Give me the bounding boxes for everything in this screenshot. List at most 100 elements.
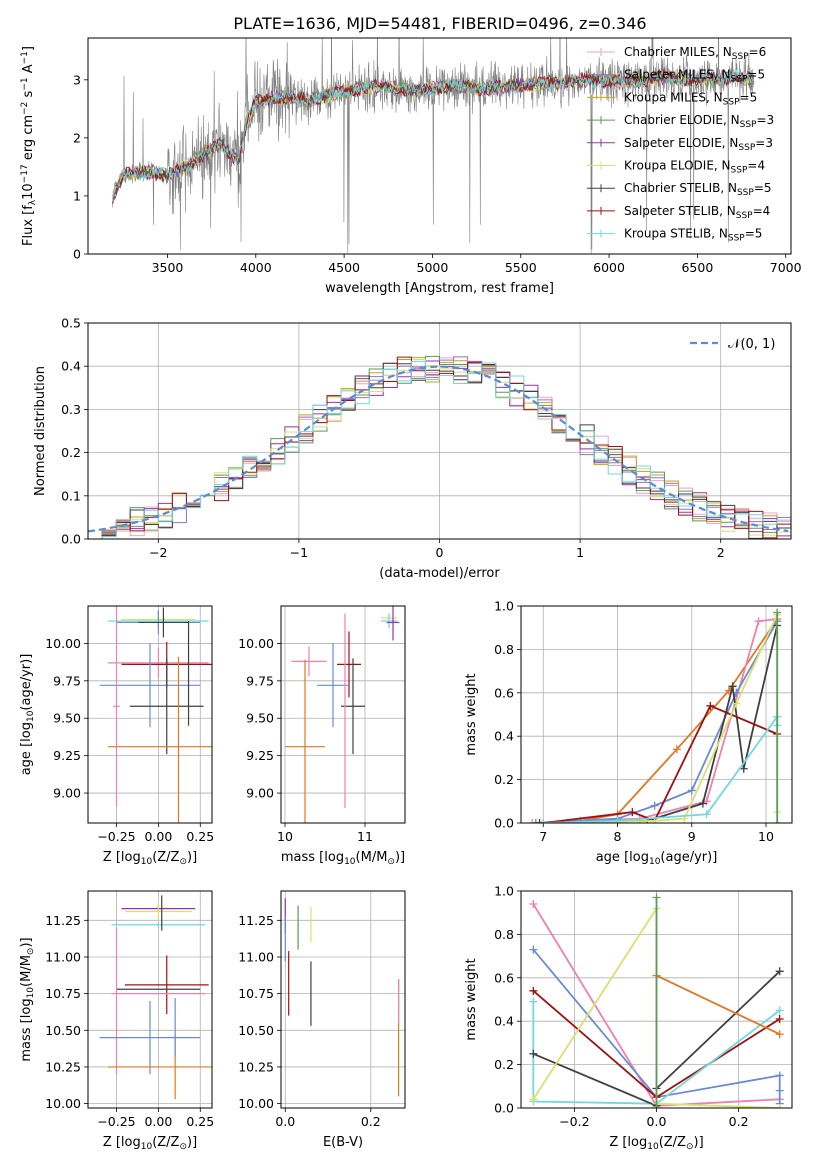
xtick-label: 11 xyxy=(357,829,373,844)
ytick-label: 11.00 xyxy=(45,949,81,964)
weight-series-line xyxy=(656,974,781,1036)
xtick-label: 1 xyxy=(576,545,584,560)
ytick-label: 2 xyxy=(73,130,81,145)
ytick-label: 10.50 xyxy=(238,1023,274,1038)
legend-entry: Chabrier ELODIE, NSSP​=3 xyxy=(624,113,774,130)
weight-series-line xyxy=(535,620,778,823)
weight-series-line xyxy=(543,713,779,823)
xtick-label: 8 xyxy=(614,829,622,844)
weight-point xyxy=(773,819,782,823)
weight-point xyxy=(672,745,681,754)
yaxis-label: Normed distribution xyxy=(33,366,48,496)
yaxis-label: mass [log10​(M/M⊙​)] xyxy=(19,937,36,1061)
ytick-label: 9.50 xyxy=(53,711,81,726)
weight-point xyxy=(775,1071,784,1080)
ytick-label: 0.2 xyxy=(494,772,514,787)
ytick-label: 9.25 xyxy=(53,748,81,763)
xtick-label: 4000 xyxy=(240,260,272,275)
yaxis-label: mass weight xyxy=(464,673,479,755)
xtick-label: −1 xyxy=(290,545,308,560)
weight-point xyxy=(775,1104,784,1108)
xtick-label: 5500 xyxy=(505,260,537,275)
weight-point xyxy=(529,945,538,954)
ytick-label: 0.4 xyxy=(494,1014,514,1029)
ytick-label: 1 xyxy=(73,188,81,203)
weight-point xyxy=(706,701,715,710)
ytick-label: 0.0 xyxy=(61,532,81,547)
yaxis-label: Flux [fλ​10−17​ erg cm−2​ s−1​ A−1​] xyxy=(20,46,38,246)
xtick-label: 6500 xyxy=(681,260,713,275)
weight-point xyxy=(754,617,763,626)
xaxis-label: age [log10​(age/yr)] xyxy=(596,850,718,867)
xaxis-label: Z [log10​(Z/Z⊙​)] xyxy=(103,850,197,867)
plot-area-mass-EBV xyxy=(284,898,400,1097)
ytick-label: 9.00 xyxy=(53,786,81,801)
yaxis-label: mass weight xyxy=(464,958,479,1040)
ytick-label: 1.0 xyxy=(494,884,514,899)
plot-area-weight-Z xyxy=(529,893,784,1108)
legend-entry: Salpeter STELIB, NSSP​=4 xyxy=(624,204,770,221)
plot-area-residuals xyxy=(88,355,791,539)
ytick-label: 9.75 xyxy=(53,673,81,688)
xtick-label: 2 xyxy=(717,545,725,560)
xaxis-label: E(B-V) xyxy=(323,1135,363,1150)
axes-age-Z: −0.25 0.00 0.25 9.00 9.25 9.50 9.75 10.00 Z [log… xyxy=(19,605,214,867)
xtick-label: 0 xyxy=(436,545,444,560)
legend-entry: Chabrier MILES, NSSP​=6 xyxy=(624,45,766,62)
ytick-label: 10.25 xyxy=(238,1059,274,1074)
weight-point xyxy=(652,893,661,902)
ytick-label: 9.50 xyxy=(246,711,274,726)
legend-entry: Kroupa ELODIE, NSSP​=4 xyxy=(624,159,765,176)
gaussian-curve xyxy=(88,365,789,533)
weight-point xyxy=(531,819,540,823)
axes-frame xyxy=(280,605,406,824)
weight-point xyxy=(528,819,537,823)
axes-residuals: −2 −1 0 1 2 0.0 0.1 0.2 0.3 0.4 0.5 (data-model)/er… xyxy=(33,316,792,581)
ytick-label: 0.8 xyxy=(494,642,514,657)
plot-area-spectrum xyxy=(112,38,755,254)
ytick-label: 11.00 xyxy=(238,949,274,964)
xaxis-label: Z [log10​(Z/Z⊙​)] xyxy=(609,1135,703,1152)
weight-point xyxy=(628,808,637,817)
xtick-label: 0.2 xyxy=(361,1114,381,1129)
xtick-label: 0.2 xyxy=(729,1114,749,1129)
xtick-label: 0.25 xyxy=(186,1114,214,1129)
legend-entry: Kroupa STELIB, NSSP​=5 xyxy=(624,227,762,244)
ytick-label: 0 xyxy=(73,247,81,262)
ytick-label: 10.75 xyxy=(45,986,81,1001)
weight-point xyxy=(775,1086,784,1095)
weight-point xyxy=(702,810,711,819)
ytick-label: 11.25 xyxy=(45,913,81,928)
plot-area-age-mass xyxy=(285,606,400,823)
legend-entry: Salpeter MILES, NSSP​=5 xyxy=(624,68,765,85)
weight-point xyxy=(732,699,741,708)
ytick-label: 0.8 xyxy=(494,927,514,942)
ytick-label: 0.6 xyxy=(494,970,514,985)
spectrum-model-line xyxy=(112,69,755,202)
ytick-label: 10.25 xyxy=(45,1059,81,1074)
xtick-label: 10 xyxy=(758,829,774,844)
xtick-label: 5000 xyxy=(417,260,449,275)
axes-frame xyxy=(280,890,406,1109)
axes-spectrum: 3500 4000 4500 5000 5500 6000 6500 7000 0 1 2 3 wave… xyxy=(20,37,802,296)
xaxis-label: mass [log10​(M/M⊙​)] xyxy=(281,850,405,867)
axes-frame xyxy=(520,605,793,824)
axes-age-mass: 10 11 9.00 9.25 9.50 9.75 10.00 mass [log10​(M/… xyxy=(238,605,406,867)
plot-area-age-Z xyxy=(99,606,212,823)
weight-point xyxy=(613,816,622,823)
weight-point xyxy=(539,819,548,823)
ytick-label: 3 xyxy=(73,72,81,87)
legend-entry: Kroupa MILES, NSSP​=5 xyxy=(624,90,757,107)
spectrum-legend: Chabrier MILES, NSSP​=6 Salpeter MILES, N… xyxy=(587,45,774,244)
xtick-label: 3500 xyxy=(152,260,184,275)
legend-entry: 𝒩(0, 1) xyxy=(728,337,775,352)
weight-point xyxy=(529,1049,538,1058)
weight-point xyxy=(529,997,538,1006)
xtick-label: 6000 xyxy=(593,260,625,275)
weight-point xyxy=(529,986,538,995)
xaxis-label: wavelength [Angstrom, rest frame] xyxy=(325,281,554,296)
ytick-label: 0.2 xyxy=(61,445,81,460)
ytick-label: 0.0 xyxy=(494,1101,514,1116)
ytick-label: 10.00 xyxy=(45,636,81,651)
